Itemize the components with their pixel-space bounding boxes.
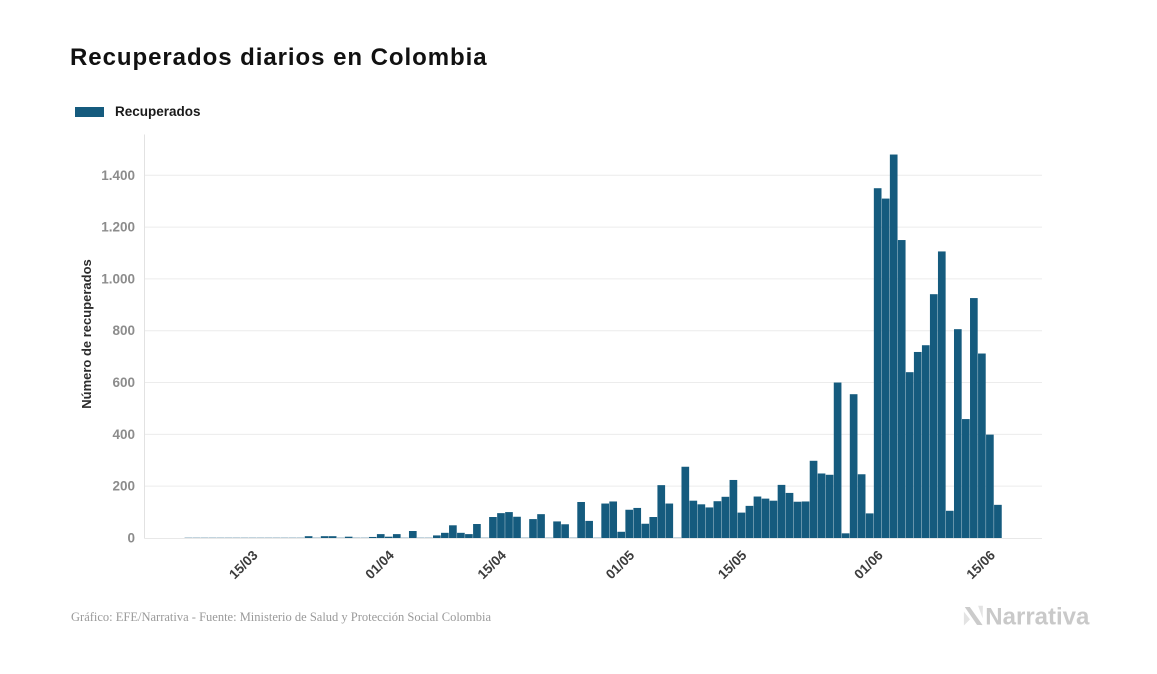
svg-text:200: 200: [112, 479, 135, 494]
svg-text:1.000: 1.000: [101, 271, 135, 286]
svg-text:800: 800: [112, 323, 135, 338]
svg-text:01/04: 01/04: [362, 547, 397, 582]
svg-text:Narrativa: Narrativa: [985, 604, 1090, 631]
svg-text:01/05: 01/05: [603, 547, 638, 582]
svg-text:15/06: 15/06: [964, 547, 999, 582]
svg-text:600: 600: [112, 375, 135, 390]
svg-text:1.400: 1.400: [101, 168, 135, 183]
svg-text:15/04: 15/04: [475, 547, 510, 582]
svg-text:01/06: 01/06: [851, 547, 886, 582]
svg-text:15/03: 15/03: [226, 547, 261, 582]
svg-text:Número de recuperados: Número de recuperados: [79, 259, 94, 409]
svg-text:1.200: 1.200: [101, 220, 135, 235]
svg-text:15/05: 15/05: [715, 547, 750, 582]
svg-text:400: 400: [112, 427, 135, 442]
svg-text:0: 0: [127, 531, 135, 546]
